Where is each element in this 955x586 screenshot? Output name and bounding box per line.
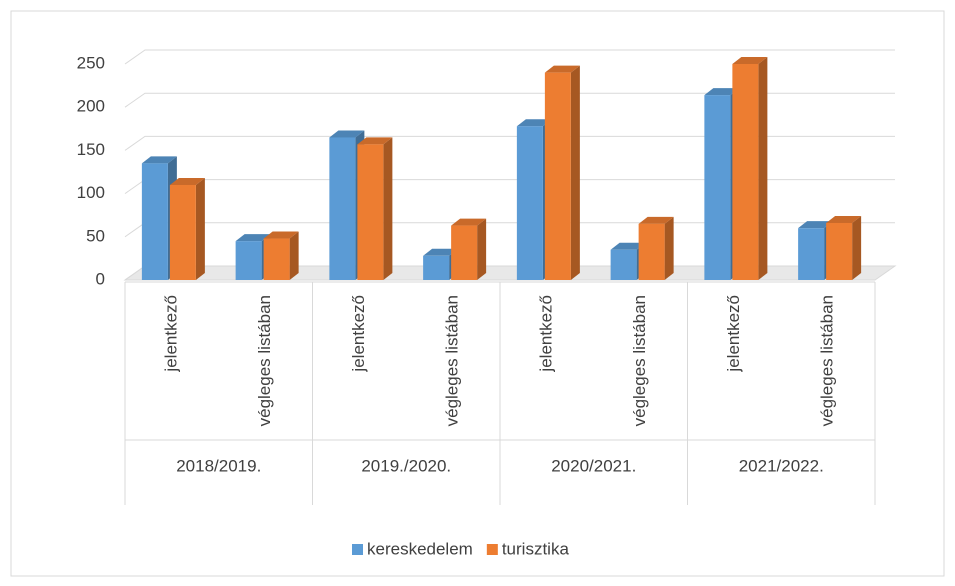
y-tick-label: 250 [77,53,105,72]
legend-swatch [352,544,363,555]
bar-face [664,216,674,280]
bar-face [826,215,862,223]
x-tick-label: végleges listában [818,295,837,426]
legend-swatch [486,544,498,555]
legend-label: kereskedelem [367,539,473,558]
bar-face [169,184,196,280]
bar-face [477,218,487,280]
bar-face [357,137,393,145]
group-label: 2019./2020. [361,456,451,475]
bar-face [195,177,205,280]
y-tick-label: 200 [77,97,105,116]
chart-frame [10,10,945,577]
bar-face [329,137,356,280]
legend-label: turisztika [502,539,570,558]
bar [544,65,580,280]
bar-face [516,119,552,127]
bar-face [610,242,646,250]
x-tick-label: jelentkező [536,295,555,373]
bar-face [263,231,299,239]
x-tick-label: végleges listában [443,295,462,426]
y-tick-label: 50 [86,226,105,245]
bar-face [235,234,271,242]
bar-face [544,72,571,280]
bar-face [141,156,177,164]
group-label: 2018/2019. [176,456,261,475]
bar-face [704,95,731,280]
bar-face [516,126,543,280]
bar-face [263,238,290,280]
bar-face [732,57,768,64]
bar-face [638,216,674,224]
bar-face [852,215,862,280]
grid-line [124,135,895,151]
group-label: 2021/2022. [739,456,824,475]
x-tick-label: végleges listában [255,295,274,426]
bar [357,137,393,280]
bar-face [329,130,365,138]
bar-face [289,231,299,280]
y-tick-label: 0 [96,269,105,288]
bar-face [423,255,450,280]
bar-face [758,57,768,280]
bar [451,218,487,280]
x-tick-label: jelentkező [161,295,180,373]
bar [169,177,205,280]
bar-face [732,64,759,280]
bar-face [570,65,580,280]
bar-face [798,228,825,280]
bar-face [638,223,665,280]
bar [263,231,299,280]
bar-face [798,221,834,229]
y-tick-label: 150 [77,140,105,159]
bar-face [357,144,384,280]
x-tick-label: jelentkező [724,295,743,373]
bar-face [383,137,393,280]
x-tick-label: jelentkező [349,295,368,373]
x-tick-label: végleges listában [630,295,649,426]
bar [638,216,674,280]
bar-face [451,225,478,280]
bar-face [141,163,168,280]
bar-face [451,218,487,226]
grid-line [124,92,895,108]
bar-face [704,88,740,96]
bar-face [544,65,580,73]
bar-face [169,177,205,185]
group-label: 2020/2021. [551,456,636,475]
bar-face [235,241,262,280]
bar [826,215,862,280]
grid-line [124,49,895,65]
bar [732,57,768,280]
y-tick-label: 100 [77,183,105,202]
bar-face [610,249,637,280]
bar-face [826,222,853,280]
bar-face [423,248,459,256]
